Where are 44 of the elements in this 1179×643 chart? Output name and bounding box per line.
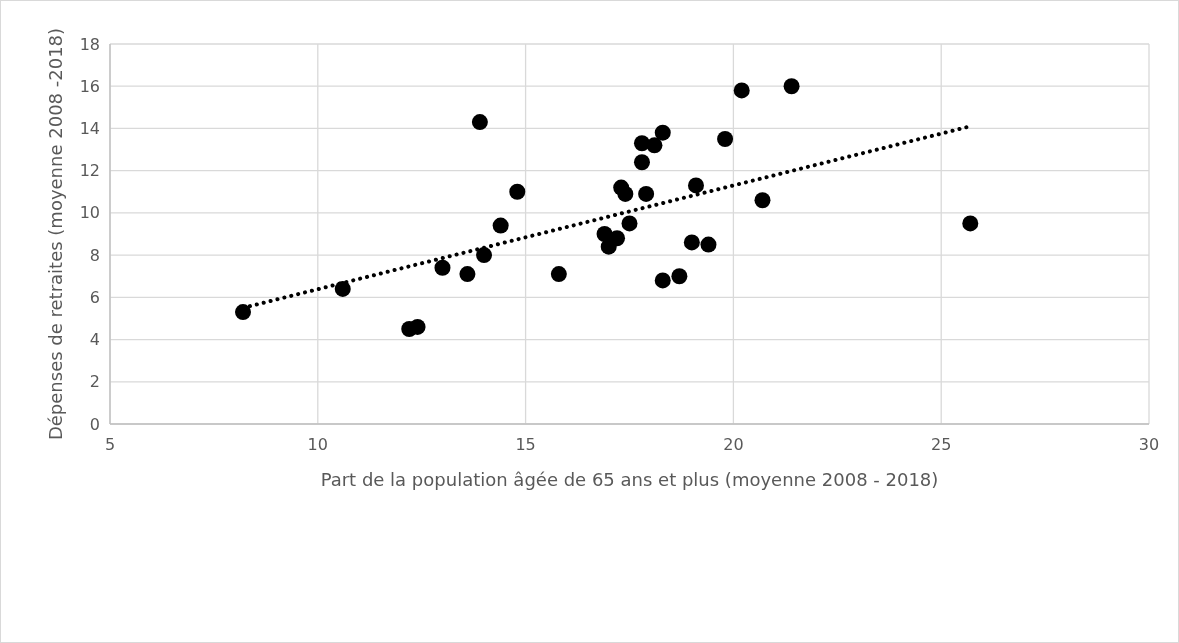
x-tick-label: 30	[1138, 435, 1160, 454]
point	[633, 154, 650, 171]
y-tick-label: 2	[89, 372, 100, 392]
y-tick-label: 18	[79, 34, 100, 54]
point	[671, 268, 688, 285]
y-tick-label: 16	[79, 76, 100, 96]
point	[476, 247, 493, 264]
y-tick-label: 14	[79, 119, 100, 139]
y-axis-title: Dépenses de retraites (moyenne 2008 -2018)	[45, 27, 66, 441]
point	[700, 236, 717, 253]
point	[646, 137, 663, 154]
point	[492, 217, 509, 234]
y-tick-label: 10	[79, 203, 100, 223]
point	[471, 114, 488, 131]
point	[717, 131, 734, 147]
point	[962, 215, 979, 232]
x-tick-label: 25	[931, 435, 952, 454]
x-tick-label: 10	[307, 435, 328, 454]
point	[683, 234, 700, 251]
point	[409, 318, 426, 335]
point	[609, 230, 626, 247]
point	[434, 259, 451, 276]
point	[621, 215, 638, 232]
point	[654, 124, 671, 141]
y-tick-label: 0	[89, 414, 100, 434]
x-tick-label: 15	[515, 435, 536, 454]
point	[733, 82, 750, 99]
y-tick-label: 4	[89, 330, 100, 350]
x-tick-label: 5	[104, 435, 116, 454]
x-axis-title: Part de la population âgée de 65 ans et plus (moyenne 2008 - 2018)	[320, 469, 939, 490]
y-tick-label: 6	[89, 287, 100, 307]
point	[754, 192, 771, 209]
y-tick-label: 12	[79, 161, 100, 181]
x-tick-label: 20	[723, 435, 744, 454]
point	[459, 266, 476, 283]
point	[654, 272, 671, 289]
point	[688, 177, 704, 194]
point	[783, 78, 800, 95]
point	[509, 183, 526, 200]
point	[550, 266, 567, 283]
y-tick-label: 8	[89, 245, 100, 265]
point	[234, 304, 251, 321]
point	[638, 185, 655, 202]
point	[617, 185, 634, 202]
